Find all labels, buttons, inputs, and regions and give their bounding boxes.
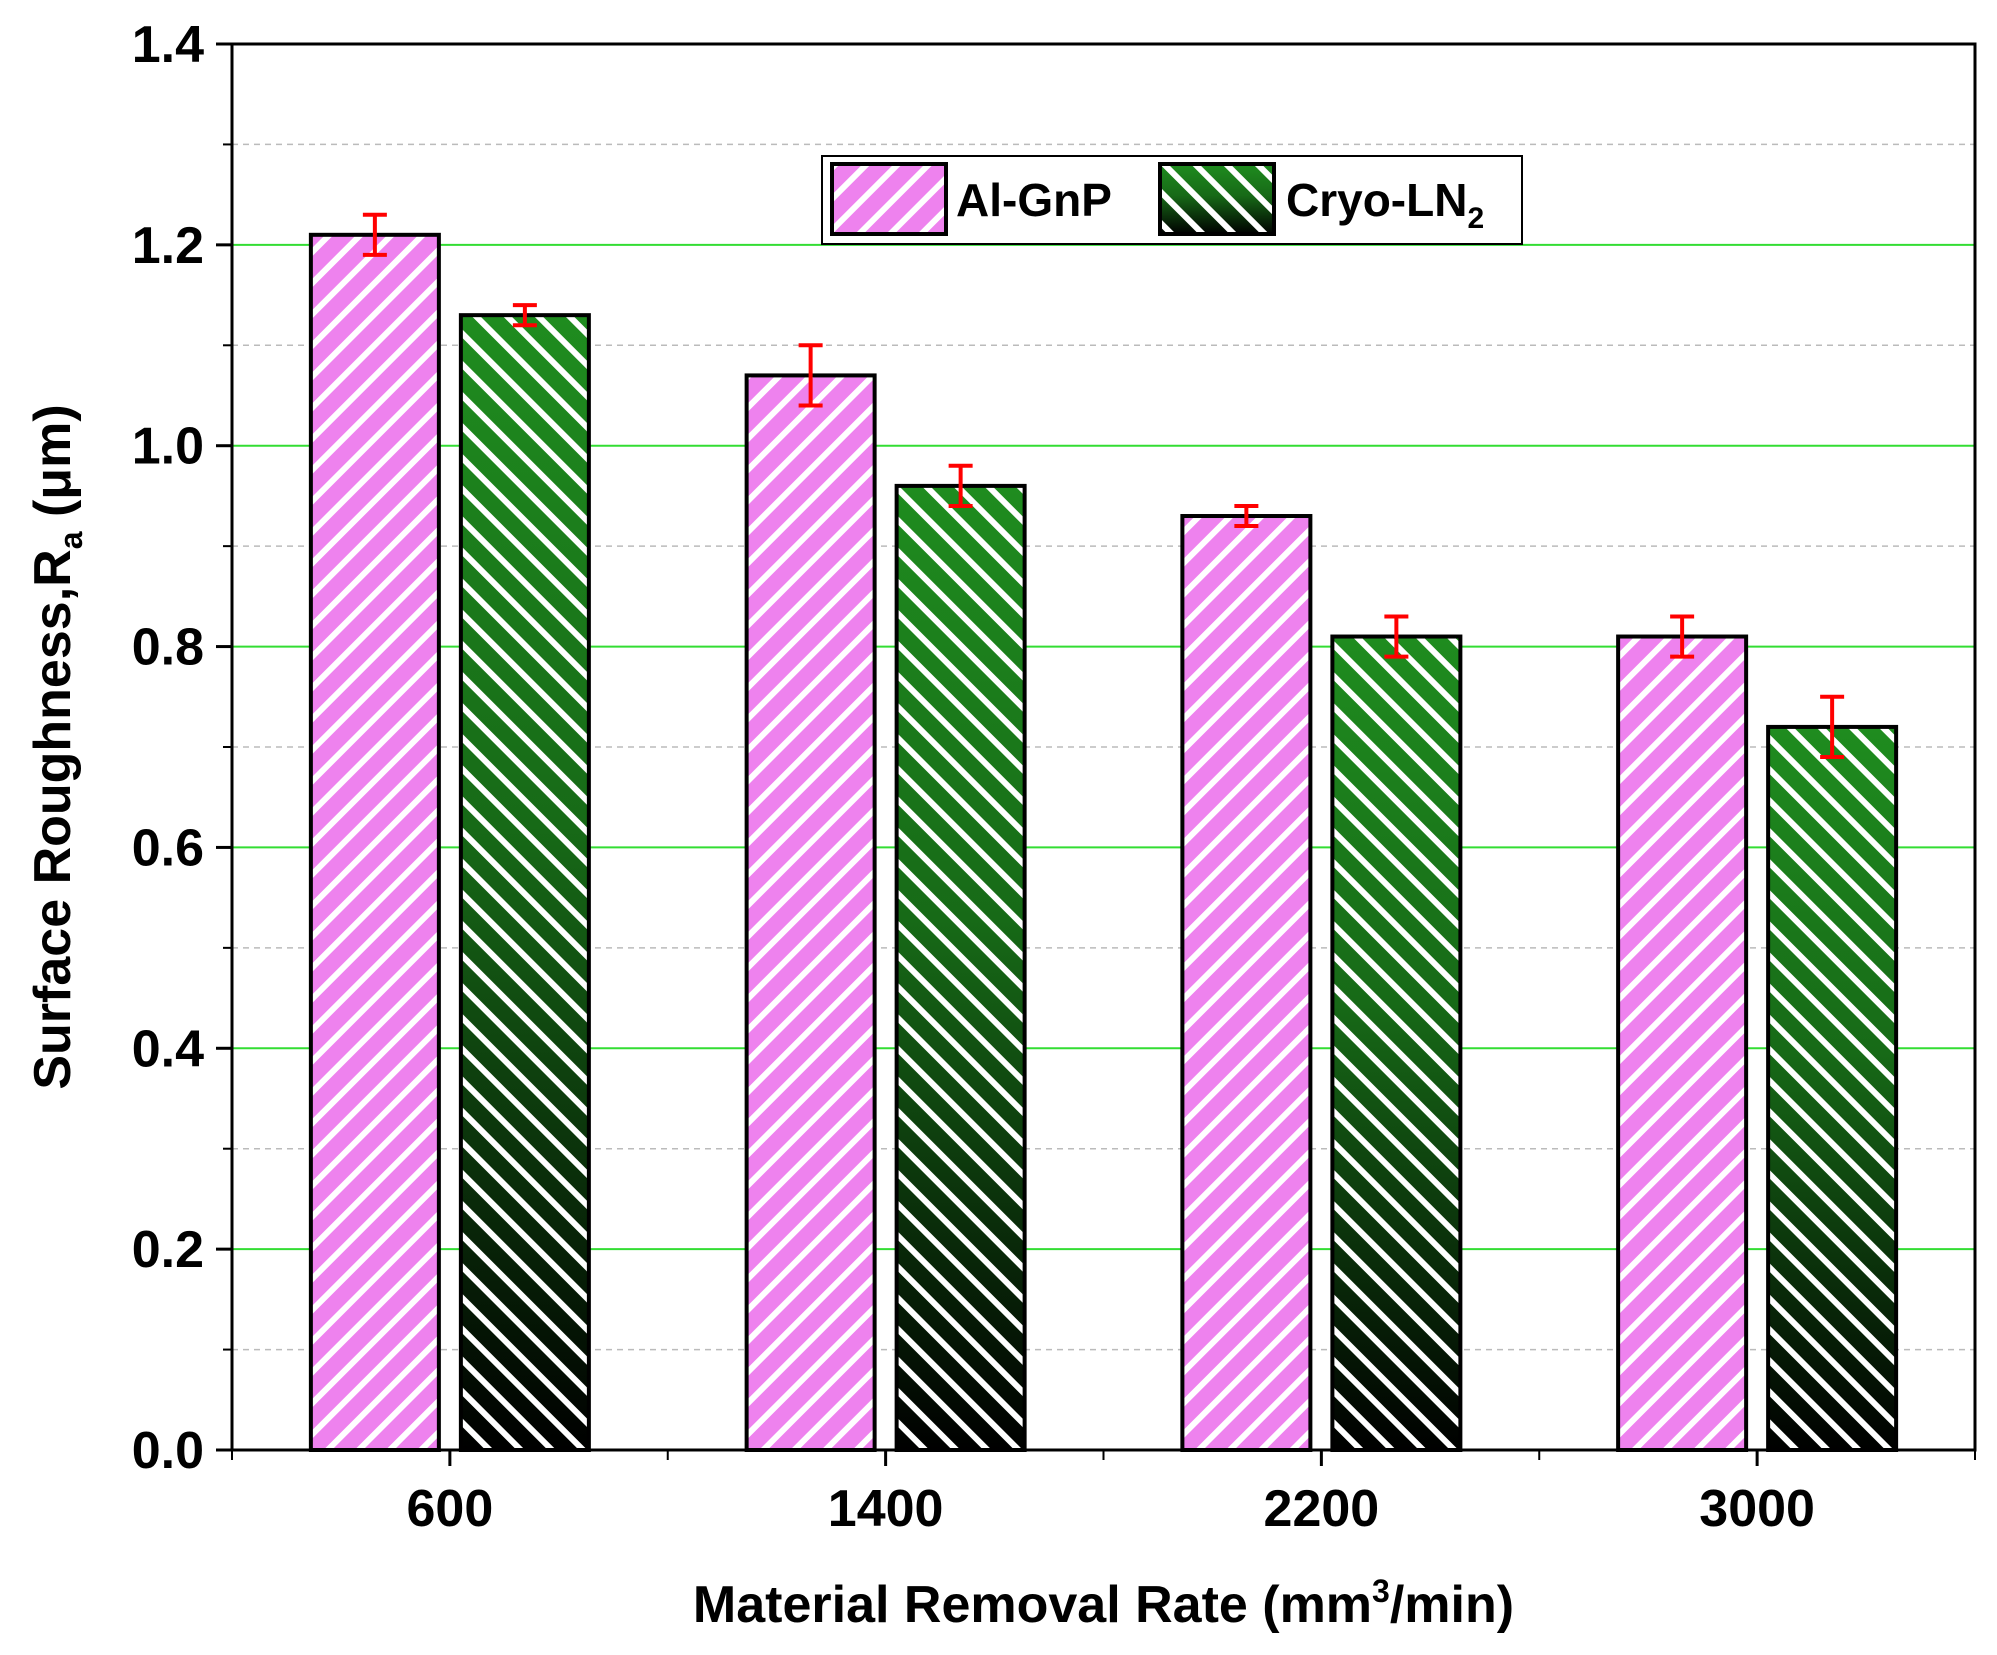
legend-label-al-gnp: Al-GnP: [956, 174, 1112, 226]
y-tick-label: 1.4: [132, 16, 204, 74]
y-tick-label: 0.4: [132, 1020, 204, 1078]
y-axis-title-subscript: a: [53, 531, 89, 549]
bar-cryo-ln2-hatch: [1330, 634, 1463, 1452]
y-tick-label: 1.2: [132, 217, 204, 275]
bar-cryo-ln2-hatch: [458, 313, 591, 1453]
bar-al-gnp-3000: [1616, 634, 1749, 1452]
bar-al-gnp-600: [308, 232, 441, 1452]
error-bar-cryo-ln2-3000: [1820, 694, 1845, 760]
x-tick-label: 1400: [828, 1480, 944, 1538]
x-tick-label: 600: [406, 1480, 493, 1538]
bars: [308, 232, 1899, 1453]
legend: Al-GnP Cryo-LN2: [821, 155, 1523, 245]
error-bar-al-gnp-2200: [1234, 503, 1259, 529]
bar-cryo-ln2-2200: [1330, 634, 1463, 1452]
error-bar-cryo-ln2-600: [512, 303, 537, 328]
bar-cryo-ln2-hatch: [1766, 724, 1899, 1452]
legend-label-cryo-ln2: Cryo-LN2: [1286, 174, 1484, 235]
error-bar-al-gnp-3000: [1670, 614, 1695, 659]
bar-cryo-ln2-3000: [1766, 724, 1899, 1452]
y-tick-label: 0.8: [132, 619, 204, 677]
error-bar-cryo-ln2-2200: [1384, 614, 1409, 659]
x-axis-title-superscript: 3: [1372, 1573, 1390, 1609]
axes: 0.0 0.2 0.4 0.6 0.8 1.0 1.2 1.4 600 1400 2200 3000: [132, 16, 1977, 1538]
bar-al-gnp-1400: [744, 373, 877, 1452]
error-bar-al-gnp-600: [362, 212, 387, 257]
bar-cryo-ln2-600: [458, 313, 591, 1453]
bar-cryo-ln2-hatch: [894, 483, 1027, 1452]
x-tick-label: 2200: [1264, 1480, 1380, 1538]
legend-swatch-cryo-ln2: [1158, 162, 1276, 236]
x-axis-title: Material Removal Rate (mm3/min): [693, 1573, 1514, 1634]
legend-swatch-al-gnp: [830, 162, 948, 236]
y-tick-label: 0.6: [132, 819, 204, 877]
bar-cryo-ln2-1400: [894, 483, 1027, 1452]
error-bar-cryo-ln2-1400: [948, 463, 973, 508]
legend-label-subscript: 2: [1467, 202, 1484, 235]
error-bars: [362, 212, 1845, 760]
error-bar-al-gnp-1400: [798, 343, 823, 408]
y-tick-label: 0.2: [132, 1221, 204, 1279]
bar-al-gnp-2200: [1180, 514, 1313, 1452]
y-axis-title: Surface Roughness,Ra (μm): [24, 404, 89, 1089]
y-tick-label: 0.0: [132, 1422, 204, 1480]
x-tick-label: 3000: [1699, 1480, 1815, 1538]
y-tick-label: 1.0: [132, 418, 204, 476]
